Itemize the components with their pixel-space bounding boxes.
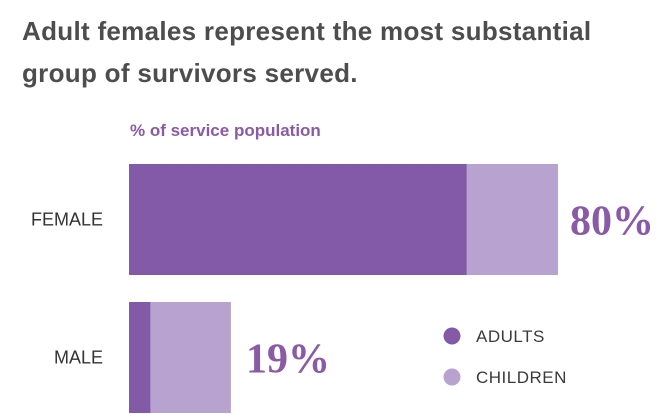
- chart-title: Adult females represent the most substan…: [22, 16, 592, 88]
- category-label-male: MALE: [54, 348, 103, 368]
- total-label-female: 80%: [570, 199, 654, 245]
- bar-female-children: [466, 164, 558, 275]
- legend-label-adults: ADULTS: [476, 327, 545, 346]
- total-label-male: 19%: [246, 337, 330, 383]
- bar-female-adults: [129, 164, 467, 275]
- category-label-female: FEMALE: [31, 210, 103, 230]
- bar-male-adults: [129, 302, 151, 413]
- legend-label-children: CHILDREN: [476, 368, 567, 387]
- chart-subtitle: % of service population: [130, 121, 321, 140]
- legend-marker-children: [443, 368, 461, 386]
- bar-male-children: [150, 302, 231, 413]
- legend-marker-adults: [443, 327, 461, 345]
